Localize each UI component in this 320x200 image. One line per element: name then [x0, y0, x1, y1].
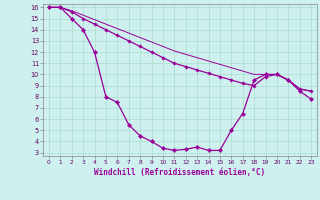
X-axis label: Windchill (Refroidissement éolien,°C): Windchill (Refroidissement éolien,°C): [94, 168, 266, 177]
